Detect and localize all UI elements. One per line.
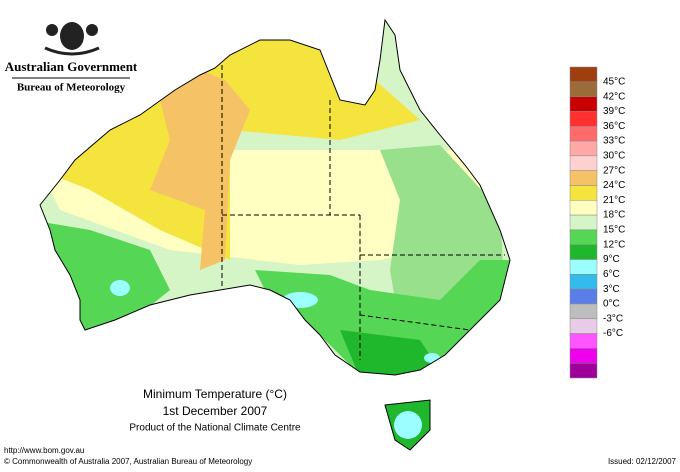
legend-label: 12°C [603,239,625,250]
map-date: 1st December 2007 [163,404,268,418]
legend-swatch [569,214,598,231]
legend-swatch [569,348,598,364]
legend-label: 45°C [603,76,625,87]
legend-swatch [569,362,598,379]
legend-swatch [569,259,598,275]
legend-label: 21°C [603,195,625,206]
legend-label: 9°C [603,254,620,265]
legend-label: 30°C [603,150,625,161]
legend-swatch [569,81,598,97]
legend-swatch [569,200,598,216]
legend-label: -3°C [603,313,623,324]
legend-label: 0°C [603,299,620,310]
legend-swatch [569,96,598,112]
map-credit: Product of the National Climate Centre [129,423,301,434]
legend-label: 3°C [603,284,620,295]
legend-label: 24°C [603,180,625,191]
legend-swatch [569,229,598,245]
legend-label: 36°C [603,121,625,132]
legend-label: 33°C [603,136,625,147]
issued-date: Issued: 02/12/2007 [608,457,677,466]
boundaries [39,18,511,451]
government-name: Australian Government [5,59,138,74]
legend-swatch [569,288,598,305]
copyright: © Commonwealth of Australia 2007, Austra… [4,457,252,466]
legend-swatch [569,244,598,260]
legend-swatch [569,66,598,83]
legend-label: 39°C [603,106,625,117]
legend-swatch [569,333,598,349]
map-title: Minimum Temperature (°C) [143,387,287,401]
legend-swatch [569,111,598,127]
emblem [44,22,100,56]
agency-name: Bureau of Meteorology [17,82,126,94]
legend-swatch [569,303,598,320]
legend-label: 6°C [603,269,620,280]
url: http://www.bom.gov.au [4,446,84,455]
legend-swatch [569,140,598,157]
legend-swatch [569,125,598,142]
legend: 45°C 42°C 39°C 36°C 33°C 30°C 27°C 24°C 21°C 18°C… [569,66,625,379]
legend-label: 27°C [603,165,625,176]
legend-swatch [569,155,598,171]
legend-swatch [569,274,598,290]
legend-label: 18°C [603,210,625,221]
legend-swatch [569,170,598,186]
legend-label: 42°C [603,91,625,102]
legend-swatch [569,318,598,334]
legend-label: 15°C [603,225,625,236]
legend-label: -6°C [603,328,623,339]
legend-swatch [569,185,598,201]
